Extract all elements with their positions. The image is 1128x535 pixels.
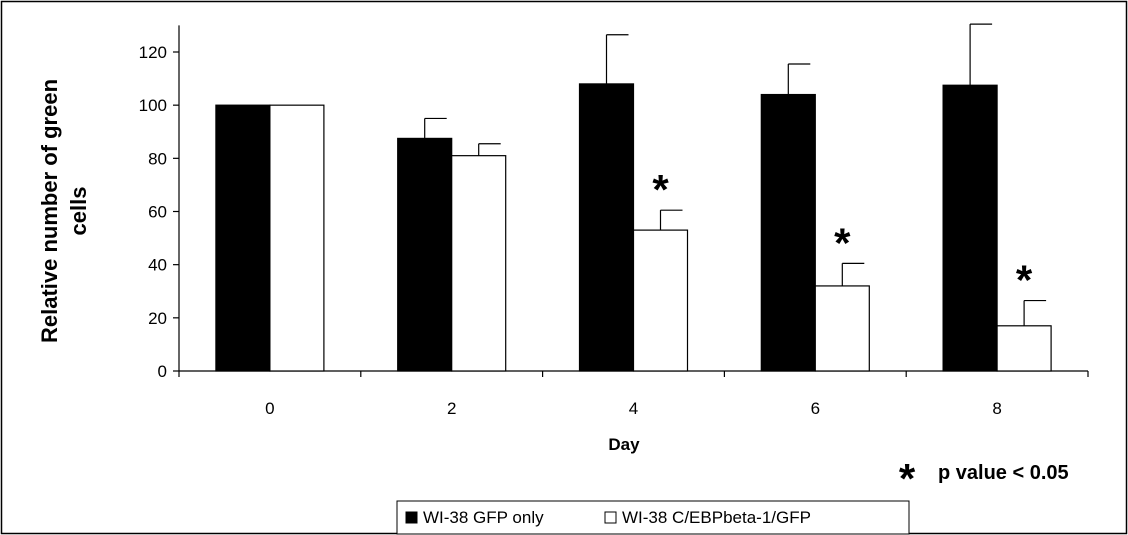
- bar-cebpbeta: [632, 229, 689, 372]
- y-axis-title: Relative number of green cells: [37, 79, 91, 343]
- bar-cebpbeta: [451, 155, 507, 372]
- bar-gfp-only: [942, 84, 998, 372]
- y-axis-title-line-1: Relative number of green: [37, 79, 62, 343]
- y-tick-label: 20: [148, 309, 167, 328]
- significance-star: *: [834, 219, 851, 266]
- bars: [215, 83, 1052, 372]
- significance-note-text: p value < 0.05: [938, 462, 1069, 484]
- legend-label-gfp-only: WI-38 GFP only: [423, 508, 544, 527]
- y-tick-label: 120: [139, 43, 167, 62]
- error-bars: [424, 23, 1047, 326]
- x-tick-label: 4: [629, 399, 638, 418]
- y-tick-label: 80: [148, 149, 167, 168]
- legend-swatch-gfp-only: [405, 511, 418, 524]
- legend-box: [396, 500, 910, 535]
- bar-cebpbeta: [996, 325, 1052, 372]
- significance-note-star: *: [899, 455, 916, 502]
- x-tick-label: 6: [811, 399, 820, 418]
- y-axis-title-line-2: cells: [66, 187, 91, 236]
- bar-cebpbeta: [814, 285, 870, 372]
- significance-markers: * * *: [652, 166, 1033, 303]
- legend: WI-38 GFP only WI-38 C/EBPbeta-1/GFP: [396, 500, 910, 535]
- bar-gfp-only: [215, 104, 271, 372]
- x-tick-label: 0: [265, 399, 274, 418]
- y-tick-label: 100: [139, 96, 167, 115]
- x-tick-label: 2: [447, 399, 456, 418]
- bar-gfp-only: [397, 137, 453, 372]
- legend-swatch-cebpbeta: [604, 511, 617, 524]
- legend-label-cebpbeta: WI-38 C/EBPbeta-1/GFP: [622, 508, 811, 527]
- significance-star: *: [652, 166, 669, 213]
- bar-cebpbeta: [269, 104, 325, 372]
- bar-gfp-only: [760, 93, 816, 372]
- significance-star: *: [1016, 257, 1033, 304]
- y-tick-label: 0: [158, 362, 167, 381]
- bar-gfp-only: [578, 83, 635, 372]
- y-axis: 0 20 40 60 80 100 120: [139, 25, 180, 381]
- y-tick-label: 40: [148, 256, 167, 275]
- y-tick-label: 60: [148, 203, 167, 222]
- x-tick-label: 8: [992, 399, 1001, 418]
- x-axis-title: Day: [608, 435, 640, 454]
- significance-note: * p value < 0.05: [899, 455, 1069, 502]
